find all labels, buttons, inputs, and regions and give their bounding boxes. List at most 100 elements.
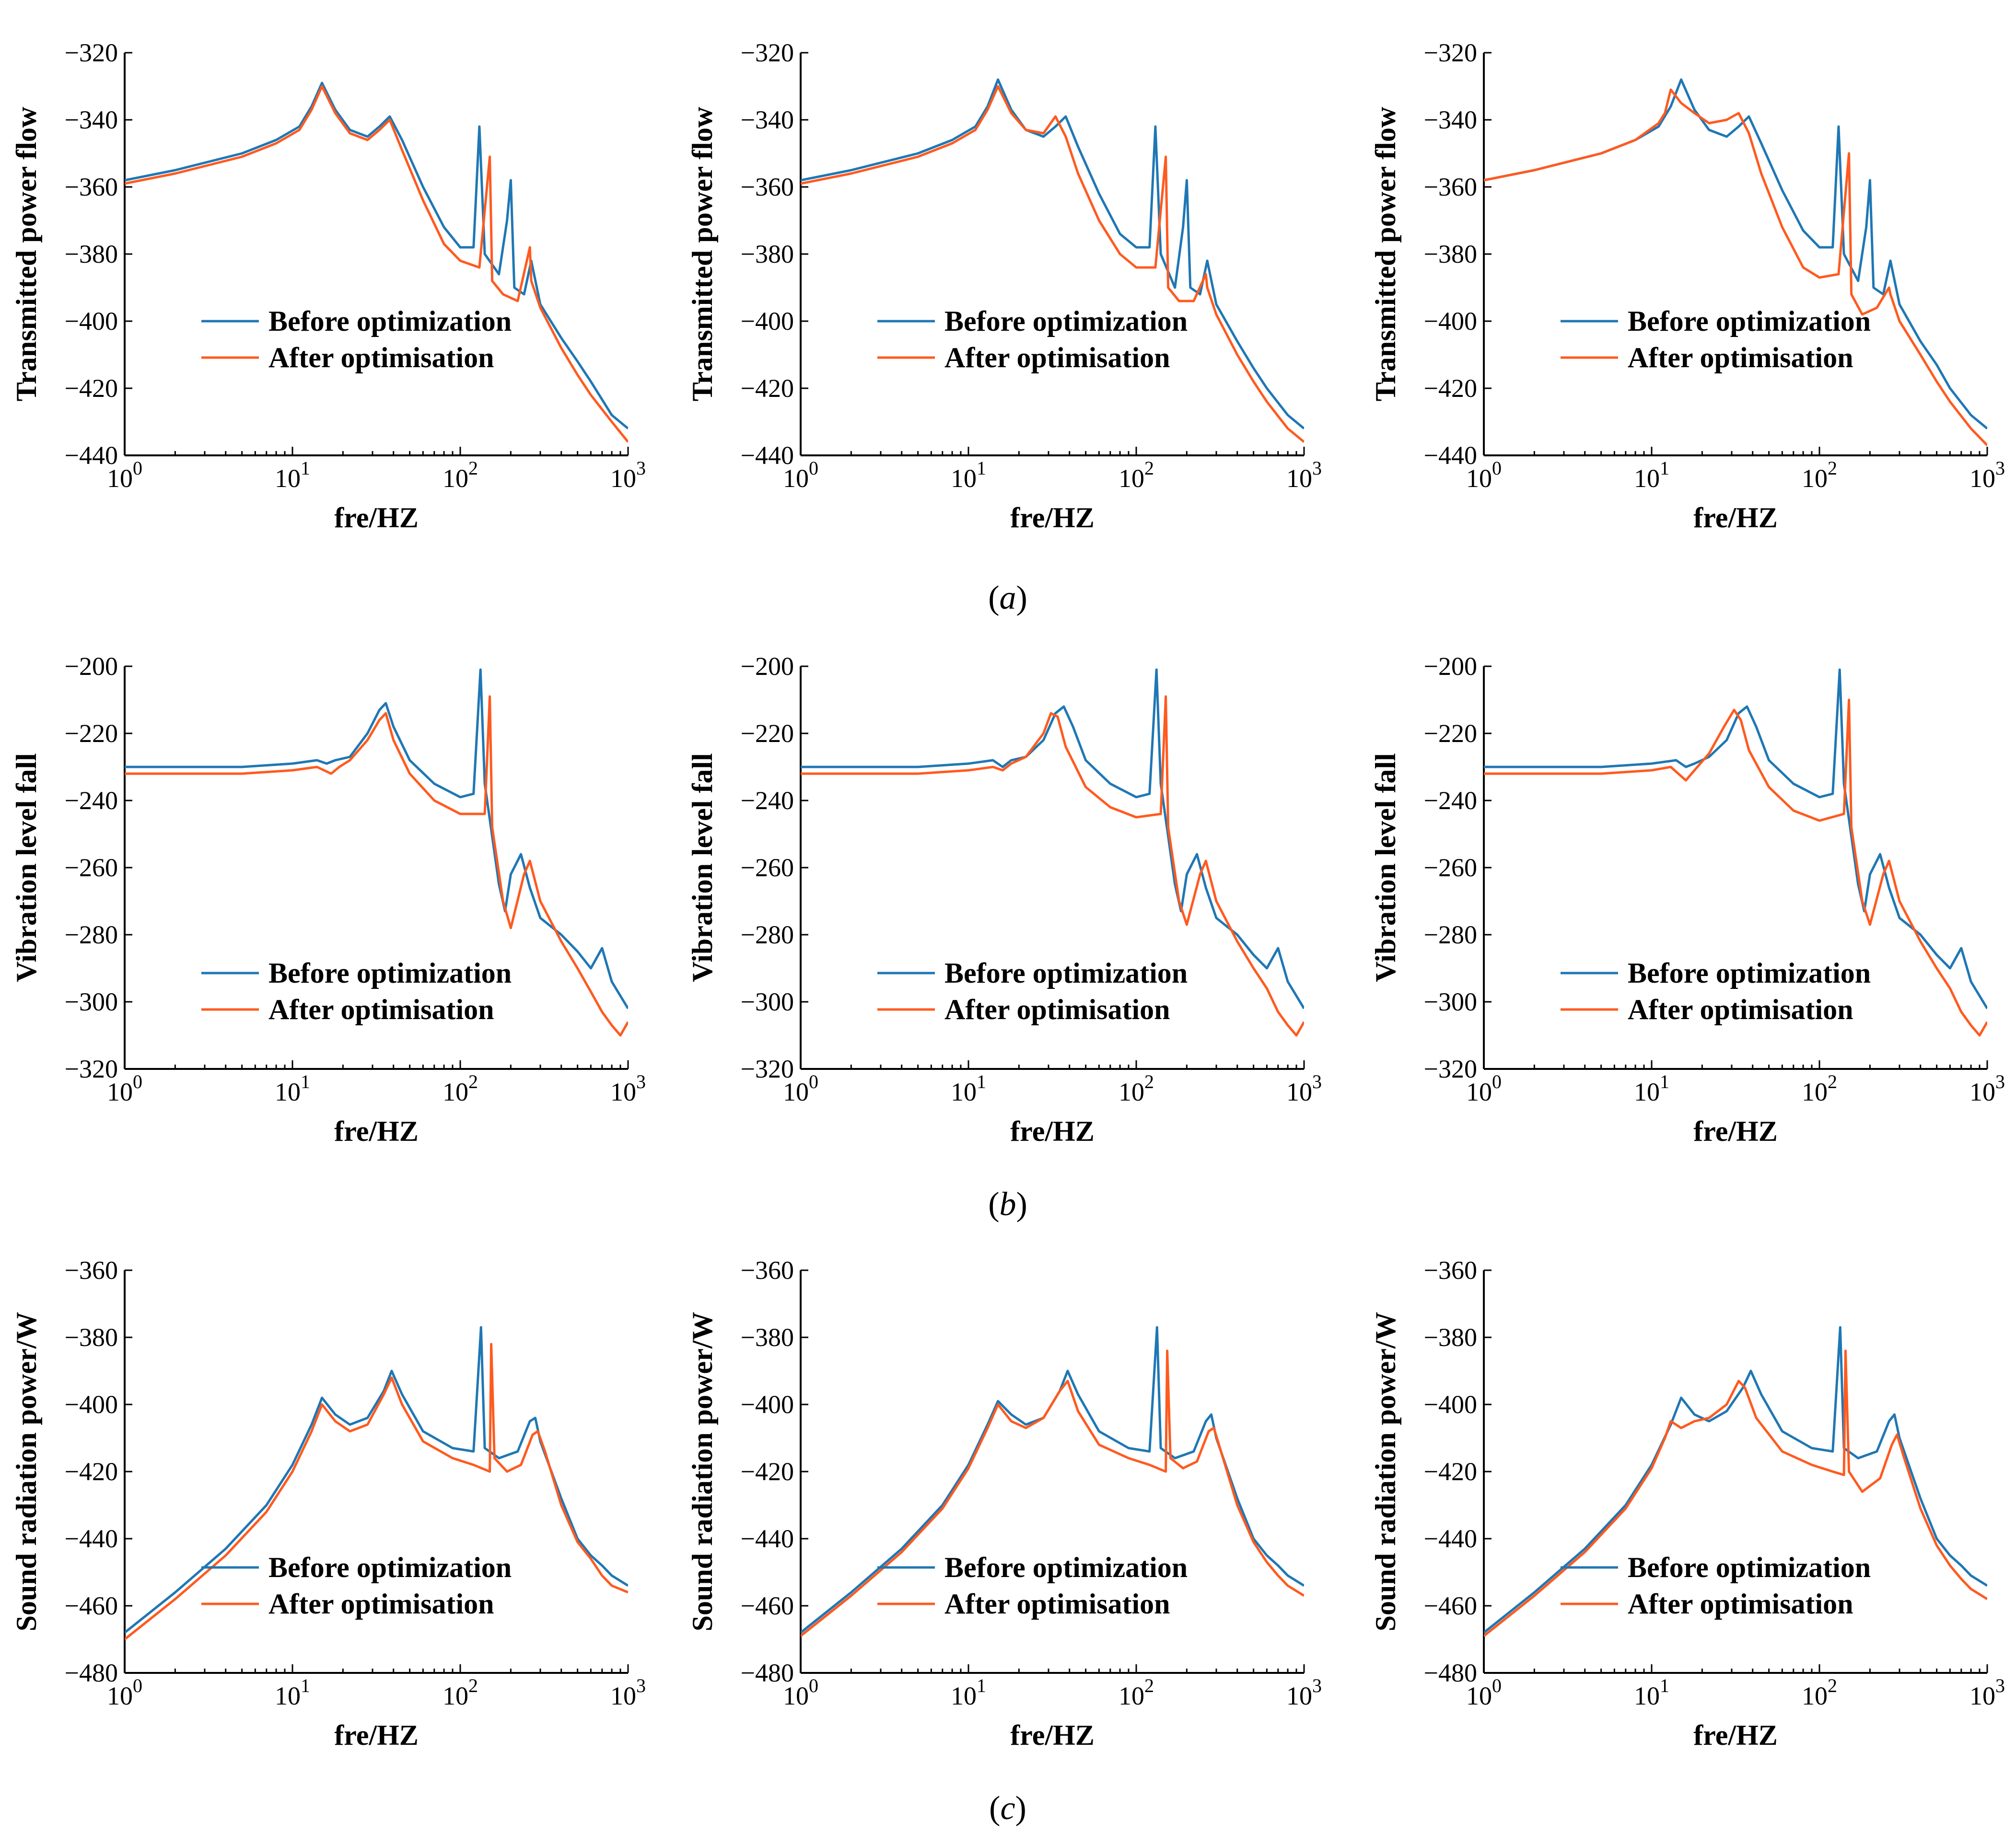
series-line-after	[125, 695, 628, 1037]
y-tick-label: −240	[741, 786, 794, 815]
legend: Before optimization After optimisation	[201, 1552, 512, 1620]
y-tick-label: −220	[65, 719, 118, 748]
x-tick-label: 101	[275, 457, 310, 493]
y-tick-label: −400	[65, 307, 118, 336]
x-tick-label: 101	[951, 1071, 986, 1106]
y-tick-label: −360	[741, 1256, 794, 1285]
x-tick-label: 103	[1286, 1675, 1322, 1710]
y-tick-label: −340	[65, 105, 118, 134]
legend-label-before: Before optimization	[944, 305, 1188, 337]
y-tick-label: −380	[1424, 240, 1477, 268]
y-tick-label: −360	[1424, 173, 1477, 201]
y-tick-label: −400	[741, 1390, 794, 1419]
y-tick-label: −460	[65, 1591, 118, 1620]
x-tick-label: 100	[783, 1675, 818, 1710]
legend-label-before: Before optimization	[944, 957, 1188, 989]
series-line-before	[1484, 668, 1987, 1009]
x-tick-label: 102	[1802, 1071, 1837, 1106]
y-tick-label: −480	[1424, 1659, 1477, 1687]
y-axis-label: Transmitted power flow	[1370, 106, 1401, 401]
y-tick-label: −440	[65, 441, 118, 470]
y-tick-label: −240	[65, 786, 118, 815]
y-axis-label: Vibration level fall	[1370, 753, 1401, 982]
y-tick-label: −260	[741, 853, 794, 882]
legend: Before optimization After optimisation	[877, 305, 1188, 373]
y-tick-label: −400	[741, 307, 794, 336]
x-tick-label: 100	[783, 1071, 818, 1106]
y-tick-label: −420	[65, 1457, 118, 1486]
x-axis-label: fre/HZ	[334, 1719, 419, 1751]
series-line-before	[1484, 78, 1987, 429]
legend: Before optimization After optimisation	[877, 1552, 1188, 1620]
y-tick-label: −320	[741, 38, 794, 67]
x-axis-label: fre/HZ	[334, 1115, 419, 1147]
x-tick-label: 102	[443, 457, 478, 493]
y-tick-label: −340	[741, 105, 794, 134]
y-tick-label: −280	[1424, 920, 1477, 949]
x-tick-label: 101	[951, 457, 986, 493]
y-tick-label: −340	[1424, 105, 1477, 134]
y-axis-label: Vibration level fall	[687, 753, 718, 982]
y-tick-label: −420	[741, 1457, 794, 1486]
x-tick-label: 100	[107, 457, 142, 493]
y-tick-label: −300	[741, 987, 794, 1016]
x-tick-label: 100	[107, 1675, 142, 1710]
legend-label-before: Before optimization	[268, 305, 512, 337]
y-tick-label: −260	[65, 853, 118, 882]
series-line-after	[125, 85, 628, 443]
series-group	[125, 1326, 628, 1640]
y-tick-label: −320	[741, 1055, 794, 1083]
series-line-after	[1484, 88, 1987, 446]
y-axis-label: Sound radiation power/W	[1370, 1312, 1401, 1632]
series-group	[801, 1326, 1304, 1637]
y-tick-label: −380	[741, 240, 794, 268]
y-tick-label: −200	[1424, 652, 1477, 681]
x-tick-label: 101	[1634, 1071, 1669, 1106]
legend-label-after: After optimisation	[268, 1588, 494, 1620]
y-tick-label: −440	[1424, 1524, 1477, 1553]
y-axis-label: Sound radiation power/W	[687, 1312, 718, 1632]
series-line-after	[1484, 1349, 1987, 1637]
y-tick-label: −280	[741, 920, 794, 949]
x-tick-label: 103	[610, 1675, 646, 1710]
y-tick-label: −460	[741, 1591, 794, 1620]
x-tick-label: 100	[1466, 457, 1502, 493]
x-tick-label: 102	[443, 1071, 478, 1106]
y-tick-label: −420	[65, 374, 118, 403]
y-tick-label: −240	[1424, 786, 1477, 815]
series-line-before	[801, 78, 1304, 429]
series-line-before	[125, 81, 628, 429]
legend-label-after: After optimisation	[1628, 1588, 1853, 1620]
y-tick-label: −480	[65, 1659, 118, 1687]
x-axis-label: fre/HZ	[1693, 1115, 1778, 1147]
legend: Before optimization After optimisation	[1561, 305, 1871, 373]
x-tick-label: 100	[1466, 1071, 1502, 1106]
x-tick-label: 101	[951, 1675, 986, 1710]
x-axis-label: fre/HZ	[1010, 502, 1095, 534]
legend-label-after: After optimisation	[268, 994, 494, 1025]
series-group	[125, 81, 628, 443]
series-line-after	[125, 1343, 628, 1640]
y-tick-label: −260	[1424, 853, 1477, 882]
legend-label-before: Before optimization	[268, 957, 512, 989]
legend: Before optimization After optimisation	[201, 305, 512, 373]
legend: Before optimization After optimisation	[201, 957, 512, 1025]
x-tick-label: 101	[1634, 457, 1669, 493]
legend: Before optimization After optimisation	[1561, 1552, 1871, 1620]
y-tick-label: −420	[1424, 374, 1477, 403]
series-line-before	[125, 1326, 628, 1634]
series-line-before	[125, 668, 628, 1009]
series-group	[801, 78, 1304, 443]
y-tick-label: −320	[65, 1055, 118, 1083]
legend-label-before: Before optimization	[944, 1552, 1188, 1583]
y-tick-label: −420	[1424, 1457, 1477, 1486]
x-tick-label: 100	[783, 457, 818, 493]
y-tick-label: −320	[1424, 38, 1477, 67]
legend-label-after: After optimisation	[1628, 994, 1853, 1025]
